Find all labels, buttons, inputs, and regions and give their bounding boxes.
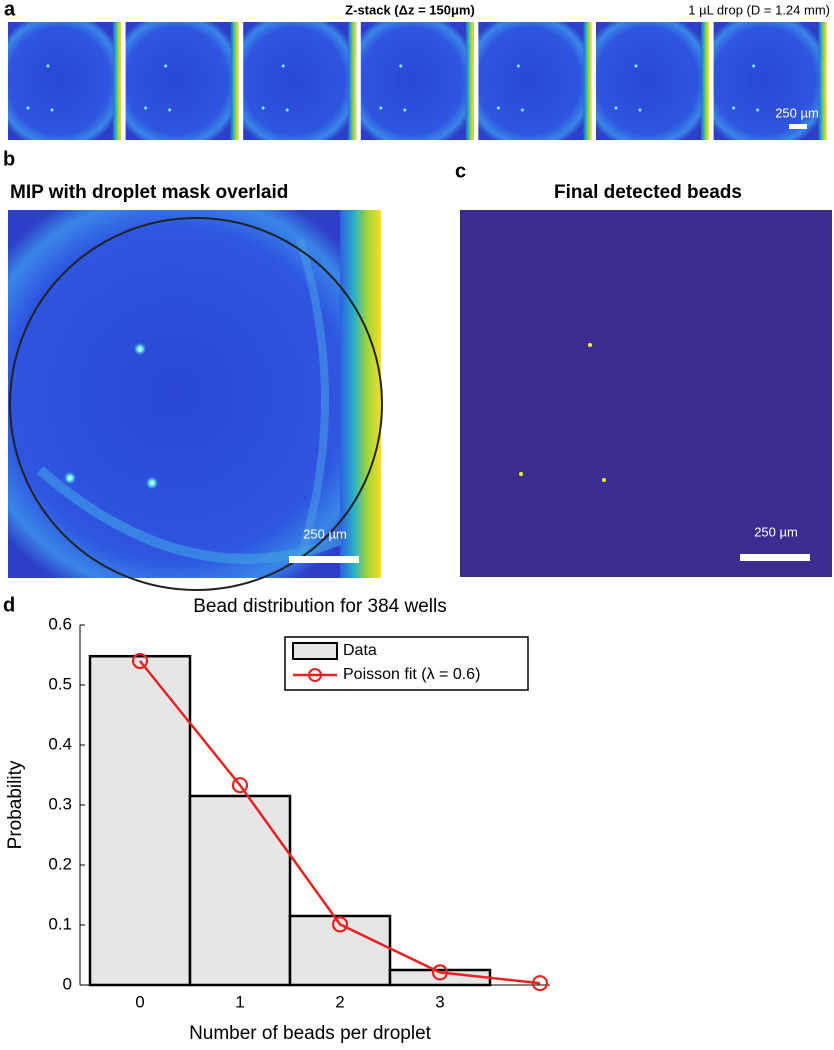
scale-label: 250 µm — [754, 524, 798, 539]
x-axis-label: Number of beads per droplet — [189, 1023, 432, 1044]
bead — [45, 63, 51, 69]
panel-note: 1 µL drop (D = 1.24 mm) — [688, 2, 830, 17]
bead — [167, 107, 173, 113]
z-slice — [713, 22, 827, 140]
z-slice — [8, 22, 121, 140]
fit-point — [531, 975, 549, 992]
bead — [633, 63, 639, 69]
mip-image — [8, 210, 383, 591]
z-slice-edge — [583, 22, 592, 140]
panel-label: c — [455, 160, 466, 182]
panel-title: Final detected beads — [554, 182, 742, 203]
scale-bar — [740, 554, 810, 561]
bead — [755, 107, 761, 113]
bead — [398, 63, 404, 69]
fit-point — [331, 916, 349, 933]
y-tick-label: 0 — [63, 974, 72, 993]
panel-label: d — [3, 594, 15, 616]
z-slice — [360, 22, 474, 140]
bead — [402, 107, 408, 113]
z-slice-edge — [701, 22, 709, 140]
legend-swatch — [292, 642, 338, 660]
fit-point — [431, 964, 449, 981]
bead — [260, 105, 266, 111]
y-tick-label: 0.4 — [48, 734, 72, 753]
panel-title: Z-stack (Δz = 150μm) — [345, 2, 475, 17]
z-slice-edge — [465, 22, 474, 140]
legend-box — [284, 636, 529, 691]
x-tick-label: 2 — [335, 992, 344, 1011]
x-tick-label: 1 — [235, 992, 244, 1011]
z-slice — [478, 22, 592, 140]
scale-label: 250 µm — [775, 105, 819, 120]
y-axis-label: Probability — [5, 760, 26, 849]
bead — [751, 63, 757, 69]
bead — [515, 63, 521, 69]
z-slice-edge — [818, 22, 827, 140]
y-tick-label: 0.6 — [48, 614, 72, 633]
scale-label: 250 µm — [303, 526, 347, 541]
y-tick-label: 0.1 — [48, 914, 72, 933]
bead — [49, 107, 55, 113]
bar — [188, 794, 292, 987]
bead — [378, 105, 384, 111]
bead — [25, 105, 31, 111]
bead — [613, 105, 619, 111]
fit-line — [139, 660, 541, 985]
panel-label: b — [3, 148, 15, 170]
panel-label: a — [4, 0, 16, 20]
bead — [731, 105, 737, 111]
bead — [519, 107, 525, 113]
panel-title: MIP with droplet mask overlaid — [10, 182, 288, 203]
z-slice — [596, 22, 709, 140]
legend-label: Data — [343, 642, 377, 659]
y-tick-label: 0.5 — [48, 674, 72, 693]
fit-point — [131, 652, 149, 670]
fit-point — [231, 777, 249, 794]
legend-label: Poisson fit (λ = 0.6) — [343, 666, 480, 683]
scale-bar — [789, 124, 807, 129]
z-slice-edge — [230, 22, 239, 140]
y-tick-label: 0.3 — [48, 794, 72, 813]
bar — [288, 914, 392, 987]
y-tick-label: 0.2 — [48, 854, 72, 873]
bead — [280, 63, 286, 69]
legend-marker — [308, 668, 322, 682]
bead — [637, 107, 643, 113]
bead — [495, 105, 501, 111]
detection-image — [460, 210, 832, 577]
bar — [88, 654, 192, 987]
bead — [284, 107, 290, 113]
z-slice-edge — [348, 22, 357, 140]
x-tick-label: 0 — [135, 992, 144, 1011]
z-slice-edge — [113, 22, 121, 140]
z-slice — [125, 22, 239, 140]
z-slice — [243, 22, 357, 140]
chart-title: Bead distribution for 384 wells — [193, 596, 446, 617]
x-tick-label: 3 — [435, 992, 444, 1011]
bead — [163, 63, 169, 69]
bead — [143, 105, 149, 111]
scale-bar — [289, 556, 359, 563]
z-stack-strip — [8, 22, 827, 140]
